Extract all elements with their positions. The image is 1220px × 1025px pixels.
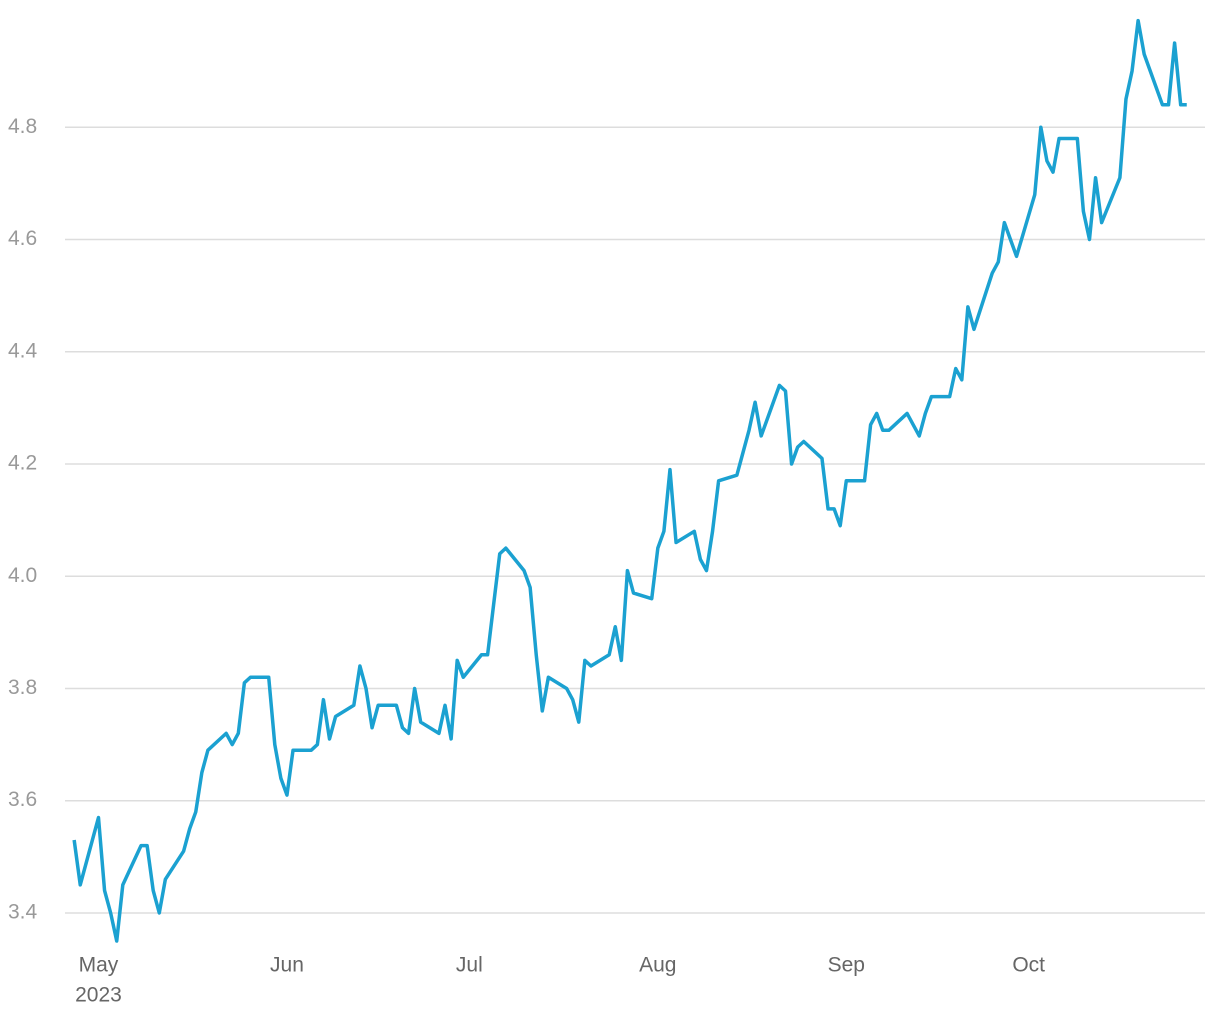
x-tick-label: Sep [828,954,865,977]
x-tick-label: Oct [1012,954,1045,977]
x-tick-label: Jul [456,954,483,977]
x-tick-label: Jun [270,954,304,977]
y-tick-label: 4.2 [8,452,37,475]
y-tick-label: 4.8 [8,115,37,138]
y-tick-label: 4.6 [8,227,37,250]
y-tick-label: 3.6 [8,788,37,811]
y-tick-label: 3.4 [8,900,38,923]
x-tick-sublabel: 2023 [75,984,122,1007]
y-tick-label: 4.4 [8,339,38,362]
y-tick-label: 4.0 [8,564,37,587]
x-tick-label: May [79,954,119,977]
x-tick-label: Aug [639,954,676,977]
data-line [72,18,1187,943]
y-tick-label: 3.8 [8,676,37,699]
